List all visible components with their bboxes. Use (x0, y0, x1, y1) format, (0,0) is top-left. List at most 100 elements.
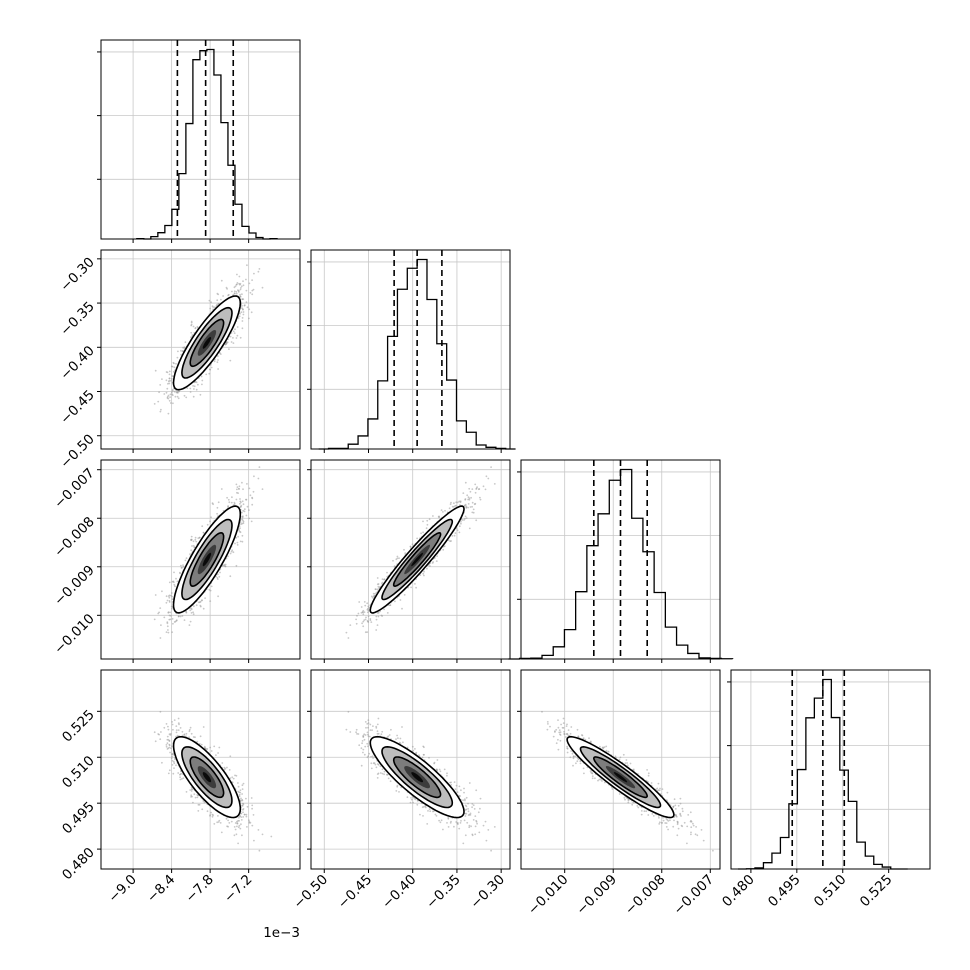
scatter-point (235, 774, 238, 777)
scatter-point (221, 762, 224, 764)
scatter-point (243, 304, 246, 306)
scatter-point (217, 595, 220, 598)
y-tick-label: 0.495 (59, 799, 98, 838)
scatter-point (237, 842, 240, 845)
scatter-point (242, 803, 245, 806)
scatter-point (159, 607, 162, 609)
scatter-point (242, 509, 245, 512)
scatter-point (218, 575, 221, 578)
scatter-point (463, 519, 465, 521)
scatter-point (357, 612, 360, 615)
contour-line (172, 295, 242, 391)
panel-frame (100, 39, 301, 240)
scatter-point (423, 570, 425, 573)
scatter-point (403, 594, 406, 596)
scatter-point (420, 532, 422, 535)
scatter-point (186, 387, 189, 390)
scatter-point (443, 768, 446, 771)
scatter-point (193, 388, 195, 390)
scatter-point (246, 805, 249, 808)
scatter-point (236, 544, 239, 546)
scatter-point (251, 496, 254, 499)
scatter-point (362, 611, 364, 614)
scatter-point (235, 536, 238, 539)
scatter-point (358, 601, 361, 603)
scatter-point (226, 766, 228, 769)
scatter-point (261, 488, 264, 490)
scatter-point (365, 616, 367, 619)
scatter-point (183, 394, 186, 397)
scatter-point (171, 580, 174, 583)
scatter-point (458, 525, 461, 528)
scatter-point (217, 573, 219, 576)
scatter-point (209, 589, 212, 592)
scatter-point (241, 788, 244, 790)
contour-line (189, 318, 225, 368)
scatter-point (446, 822, 448, 824)
scatter-point (170, 379, 172, 382)
scatter-point (229, 575, 232, 578)
scatter-point (248, 517, 251, 520)
scatter-point (171, 607, 173, 610)
scatter-point (166, 599, 169, 602)
y-tick-label: −0.35 (57, 299, 98, 340)
scatter-point (208, 588, 211, 591)
scatter-point (236, 282, 239, 284)
scatter-point (245, 278, 247, 281)
scatter-point (236, 488, 238, 491)
scatter-point (167, 631, 170, 634)
scatter-point (171, 595, 174, 598)
scatter-point (175, 725, 178, 727)
scatter-point (362, 620, 365, 623)
scatter-point (446, 774, 448, 777)
scatter-point (248, 282, 251, 285)
scatter-point (198, 536, 201, 539)
scatter-point (213, 745, 216, 748)
scatter-point (380, 614, 383, 617)
scatter-point (182, 565, 185, 568)
scatter-point (193, 385, 196, 388)
scatter-point (167, 725, 169, 728)
scatter-point (240, 819, 243, 821)
scatter-point (453, 534, 456, 537)
scatter-point (185, 732, 188, 735)
scatter-point (386, 612, 389, 614)
scatter-point (468, 498, 471, 501)
scatter-point (179, 571, 181, 574)
scatter-point (200, 375, 203, 378)
scatter-point (474, 491, 477, 494)
contour-line (172, 505, 242, 614)
scatter-point (219, 571, 221, 574)
scatter-point (469, 506, 472, 508)
scatter-point (422, 531, 424, 534)
scatter-point (362, 609, 365, 612)
scatter-point (472, 508, 475, 511)
scatter-point (190, 794, 193, 797)
scatter-point (239, 789, 242, 792)
scatter-point (170, 592, 173, 594)
panel-2-1 (307, 459, 511, 663)
contour-line (189, 531, 225, 588)
scatter-point (169, 611, 172, 614)
density-level (202, 337, 212, 349)
scatter-point (389, 604, 392, 606)
scatter-point (190, 608, 193, 611)
scatter-point (416, 537, 418, 540)
scatter-point (192, 325, 195, 328)
scatter-point (460, 520, 462, 523)
scatter-point (363, 601, 366, 603)
scatter-point (185, 396, 188, 399)
scatter-point (468, 782, 471, 784)
scatter-point (163, 726, 166, 729)
scatter-point (235, 833, 238, 836)
scatter-point (206, 810, 209, 813)
scatter-point (238, 485, 241, 488)
scatter-point (210, 366, 213, 369)
scatter-point (230, 341, 233, 343)
scatter-point (220, 831, 223, 834)
scatter-point (355, 618, 357, 621)
scatter-point (364, 631, 367, 634)
scatter-point (367, 615, 370, 618)
scatter-point (487, 477, 490, 480)
